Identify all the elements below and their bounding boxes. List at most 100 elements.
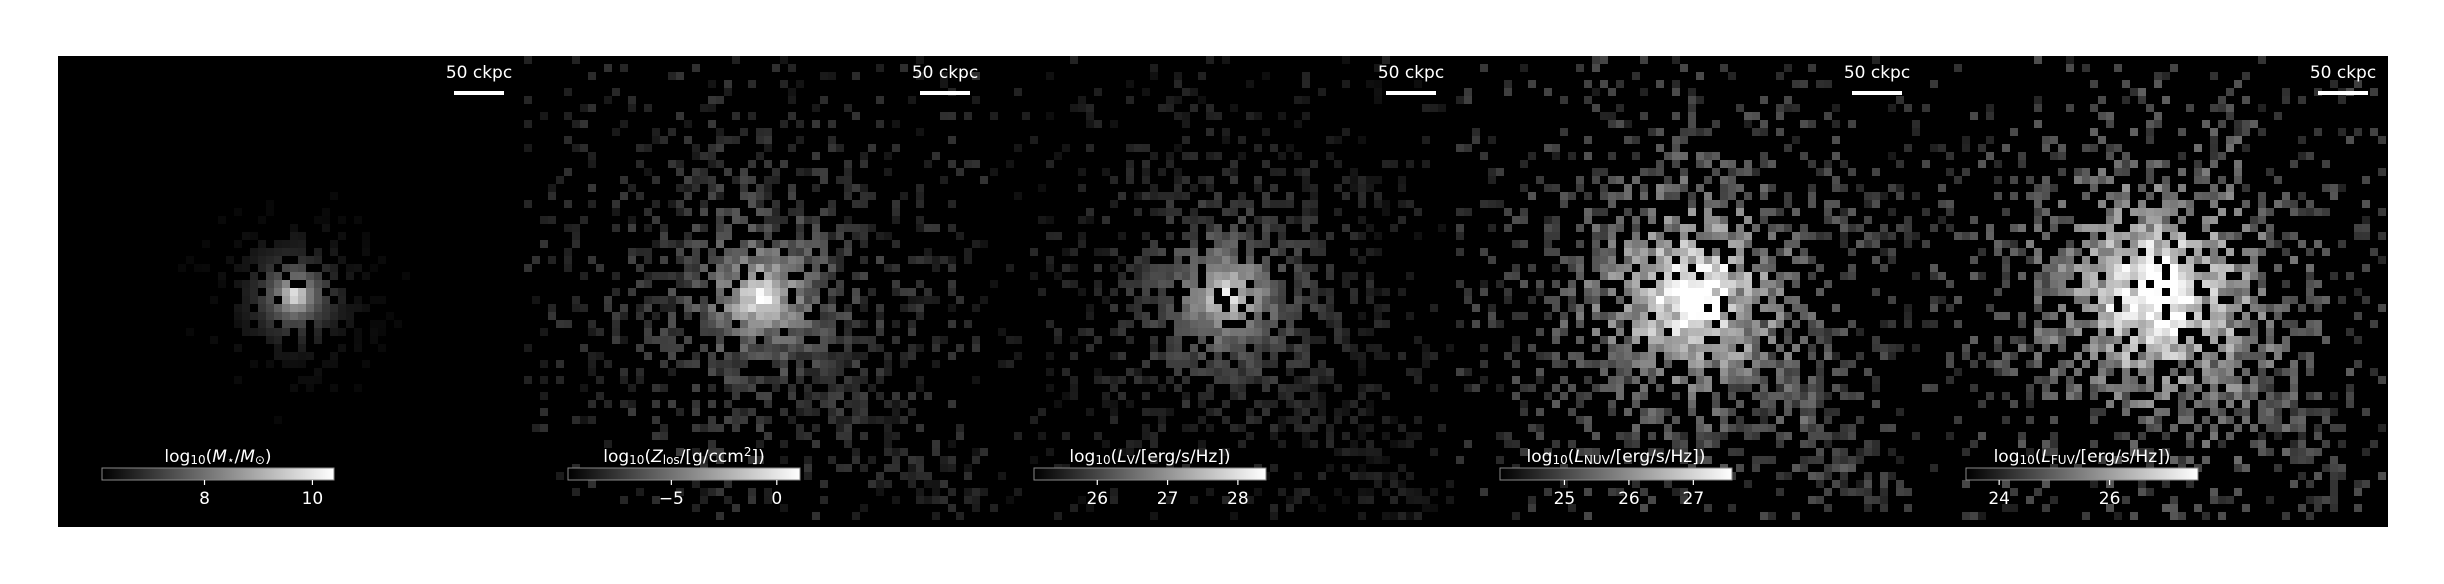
pixel bbox=[2090, 480, 2098, 488]
pixel bbox=[812, 184, 820, 192]
pixel bbox=[2034, 288, 2042, 296]
pixel bbox=[1086, 216, 1094, 224]
pixel bbox=[1744, 232, 1752, 240]
pixel bbox=[1776, 304, 1784, 312]
pixel bbox=[1930, 264, 1938, 272]
pixel bbox=[1744, 352, 1752, 360]
pixel bbox=[1480, 200, 1488, 208]
pixel bbox=[2146, 240, 2154, 248]
pixel bbox=[1656, 248, 1664, 256]
pixel bbox=[1230, 200, 1238, 208]
pixel bbox=[1480, 344, 1488, 352]
pixel bbox=[2290, 200, 2298, 208]
pixel bbox=[1664, 320, 1672, 328]
pixel bbox=[764, 432, 772, 440]
pixel bbox=[2082, 256, 2090, 264]
pixel bbox=[1680, 248, 1688, 256]
pixel bbox=[2242, 72, 2250, 80]
pixel bbox=[2042, 328, 2050, 336]
pixel bbox=[860, 464, 868, 472]
pixel bbox=[1808, 376, 1816, 384]
pixel bbox=[932, 256, 940, 264]
pixel bbox=[1656, 312, 1664, 320]
pixel bbox=[1552, 384, 1560, 392]
pixel bbox=[636, 264, 644, 272]
label-part: log bbox=[1994, 447, 2020, 467]
pixel bbox=[1768, 424, 1776, 432]
pixel bbox=[1430, 384, 1438, 392]
pixel bbox=[1190, 352, 1198, 360]
pixel bbox=[1512, 512, 1520, 520]
pixel bbox=[708, 184, 716, 192]
pixel bbox=[1398, 424, 1406, 432]
pixel bbox=[1600, 184, 1608, 192]
pixel bbox=[732, 504, 740, 512]
pixel bbox=[1528, 296, 1536, 304]
pixel bbox=[716, 344, 724, 352]
pixel bbox=[1696, 264, 1704, 272]
pixel bbox=[1930, 224, 1938, 232]
pixel bbox=[852, 72, 860, 80]
pixel bbox=[1054, 232, 1062, 240]
pixel bbox=[2194, 424, 2202, 432]
pixel bbox=[708, 360, 716, 368]
pixel bbox=[636, 368, 644, 376]
pixel bbox=[1504, 352, 1512, 360]
pixel bbox=[1190, 104, 1198, 112]
pixel bbox=[250, 248, 258, 256]
pixel bbox=[2114, 248, 2122, 256]
pixel bbox=[1880, 232, 1888, 240]
pixel bbox=[788, 352, 796, 360]
pixel bbox=[1832, 448, 1840, 456]
pixel bbox=[1840, 456, 1848, 464]
pixel bbox=[1808, 272, 1816, 280]
pixel bbox=[1142, 424, 1150, 432]
pixel bbox=[1366, 496, 1374, 504]
pixel bbox=[2306, 208, 2314, 216]
pixel bbox=[2170, 232, 2178, 240]
pixel bbox=[796, 240, 804, 248]
pixel bbox=[2058, 216, 2066, 224]
pixel bbox=[1800, 312, 1808, 320]
pixel bbox=[732, 384, 740, 392]
pixel bbox=[844, 216, 852, 224]
pixel bbox=[1246, 256, 1254, 264]
pixel bbox=[1624, 192, 1632, 200]
pixel bbox=[2170, 456, 2178, 464]
pixel bbox=[1326, 264, 1334, 272]
pixel bbox=[2290, 424, 2298, 432]
pixel bbox=[1792, 368, 1800, 376]
pixel bbox=[780, 272, 788, 280]
pixel bbox=[2106, 120, 2114, 128]
pixel bbox=[2106, 264, 2114, 272]
pixel bbox=[2306, 360, 2314, 368]
pixel bbox=[2258, 432, 2266, 440]
pixel bbox=[1632, 304, 1640, 312]
pixel bbox=[948, 256, 956, 264]
pixel bbox=[1954, 232, 1962, 240]
pixel bbox=[1744, 344, 1752, 352]
pixel bbox=[2250, 424, 2258, 432]
pixel bbox=[764, 344, 772, 352]
pixel bbox=[852, 336, 860, 344]
pixel bbox=[1374, 176, 1382, 184]
pixel bbox=[362, 248, 370, 256]
pixel bbox=[820, 304, 828, 312]
pixel bbox=[2274, 112, 2282, 120]
pixel bbox=[1246, 264, 1254, 272]
pixel bbox=[2290, 328, 2298, 336]
pixel bbox=[1198, 336, 1206, 344]
pixel bbox=[1600, 80, 1608, 88]
pixel bbox=[620, 192, 628, 200]
pixel bbox=[1070, 248, 1078, 256]
pixel bbox=[2194, 312, 2202, 320]
pixel bbox=[628, 216, 636, 224]
pixel bbox=[1904, 216, 1912, 224]
pixel bbox=[900, 360, 908, 368]
pixel bbox=[1294, 296, 1302, 304]
pixel bbox=[2098, 336, 2106, 344]
pixel bbox=[1672, 288, 1680, 296]
pixel bbox=[1640, 56, 1648, 64]
pixel bbox=[250, 288, 258, 296]
pixel bbox=[1158, 288, 1166, 296]
